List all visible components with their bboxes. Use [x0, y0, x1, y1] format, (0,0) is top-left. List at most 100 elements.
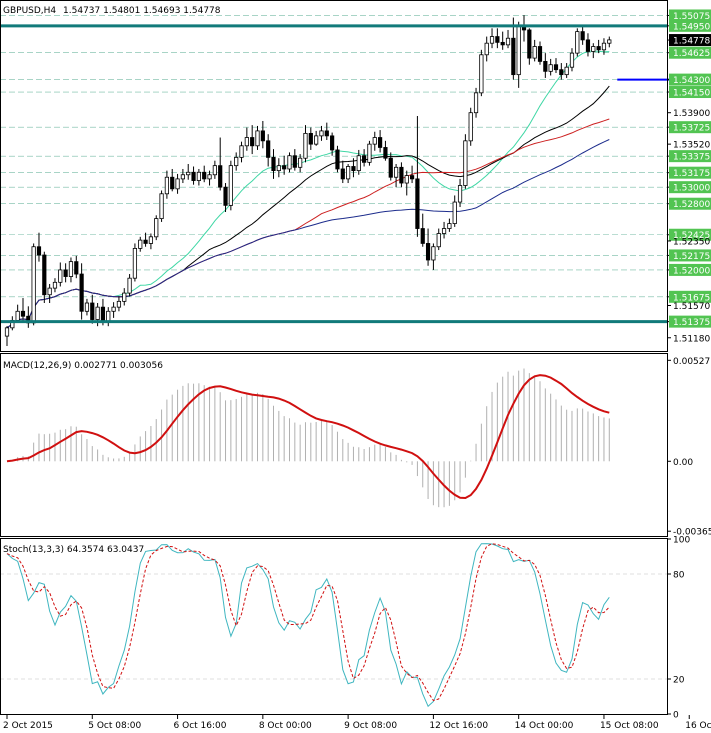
candle-body — [564, 66, 569, 76]
price-tick-label: 1.54950 — [673, 22, 710, 32]
candle-body — [484, 42, 489, 56]
macd-tick-label: 0.005271 — [673, 357, 711, 367]
candle — [569, 48, 575, 72]
candle-body — [537, 46, 543, 62]
candle-body — [607, 39, 612, 44]
candle — [596, 39, 601, 54]
candle — [31, 243, 36, 326]
price-tick-label: 1.52425 — [673, 231, 710, 241]
candle-body — [404, 175, 409, 184]
level-price-box — [669, 166, 711, 179]
candle — [362, 149, 367, 167]
candle-body — [186, 171, 191, 176]
price-tick-label: 1.54625 — [673, 49, 710, 59]
candle-body — [106, 310, 111, 322]
candle-body — [292, 155, 297, 168]
candle-body — [276, 165, 281, 172]
candle-body — [132, 247, 138, 279]
level-price-box — [669, 181, 711, 194]
candle — [463, 134, 468, 189]
candle — [335, 145, 340, 173]
candle-body — [468, 112, 473, 142]
time-tick-label: 6 Oct 16:00 — [174, 721, 227, 731]
candle — [4, 326, 10, 347]
candle-body — [585, 39, 591, 52]
candle — [207, 170, 212, 186]
level-price-box — [669, 263, 711, 276]
candle — [340, 160, 345, 184]
candle-body — [532, 46, 537, 59]
candle-body — [367, 143, 372, 163]
candle — [601, 38, 607, 55]
candle — [58, 262, 63, 287]
candle-body — [20, 310, 26, 317]
candles — [4, 15, 612, 347]
candle — [122, 288, 127, 306]
candle — [276, 158, 281, 178]
candle — [271, 149, 276, 179]
candle-body — [164, 176, 169, 195]
candle — [409, 165, 415, 184]
level-price-box — [669, 19, 711, 32]
candle — [234, 152, 239, 171]
candle-body — [447, 223, 452, 229]
candle-body — [47, 287, 52, 296]
candle — [452, 195, 457, 227]
candle-body — [207, 174, 212, 180]
price-tick-label: 1.51570 — [673, 302, 710, 312]
candle — [186, 164, 191, 180]
candle-body — [511, 37, 516, 76]
chart-header: GBPUSD,H4 1.54737 1.54801 1.54693 1.5477… — [3, 6, 221, 16]
candle-body — [505, 37, 511, 46]
candle — [575, 28, 580, 57]
candle-body — [79, 273, 84, 312]
candle-body — [74, 261, 79, 275]
macd-histogram — [11, 368, 610, 508]
candle — [431, 243, 436, 270]
level-price-box — [669, 86, 711, 99]
candle — [580, 26, 585, 45]
candle-body — [95, 306, 100, 320]
candle — [527, 28, 532, 65]
candle-body — [127, 277, 132, 294]
candle-body — [138, 239, 143, 249]
candle-body — [218, 165, 223, 188]
stoch-title: Stoch(13,3,3) 64.3574 63.0437 — [3, 545, 144, 555]
candle — [559, 63, 564, 80]
price-tick-label: 1.55075 — [673, 12, 710, 22]
candle-body — [324, 130, 329, 137]
stoch-tick-label: 0 — [673, 711, 679, 721]
candle — [420, 213, 425, 247]
candle — [180, 168, 185, 184]
candle — [537, 41, 543, 65]
candle — [287, 152, 292, 173]
candle — [548, 58, 553, 76]
level-price-box — [669, 121, 711, 134]
candle — [282, 155, 287, 175]
candle — [191, 166, 196, 185]
candle-body — [298, 157, 303, 168]
candle-body — [116, 300, 122, 308]
candle — [52, 278, 58, 293]
level-price-box — [669, 46, 711, 59]
candle — [159, 190, 164, 222]
candle-body — [436, 233, 441, 248]
candle — [74, 255, 79, 279]
candle — [127, 274, 132, 297]
candle-body — [100, 306, 106, 322]
macd-panel: 0.005271 0.00 -0.00365 MACD(12,26,9) 0.002… — [0, 353, 711, 538]
candle — [111, 302, 116, 318]
candle — [154, 215, 159, 241]
time-tick-label: 14 Oct 00:00 — [515, 721, 574, 731]
stoch-panel-border — [0, 538, 668, 715]
candle-body — [223, 186, 228, 206]
candle — [148, 233, 154, 250]
macd-signal-line — [6, 374, 610, 500]
time-axis: 2 Oct 2015 5 Oct 08:00 6 Oct 16:00 8 Oct 00… — [3, 715, 711, 731]
price-tick-label: 1.54778 — [673, 37, 710, 47]
candle-body — [308, 132, 313, 145]
candle-body — [228, 165, 233, 206]
candle-body — [159, 193, 164, 220]
candle-body — [431, 246, 436, 261]
